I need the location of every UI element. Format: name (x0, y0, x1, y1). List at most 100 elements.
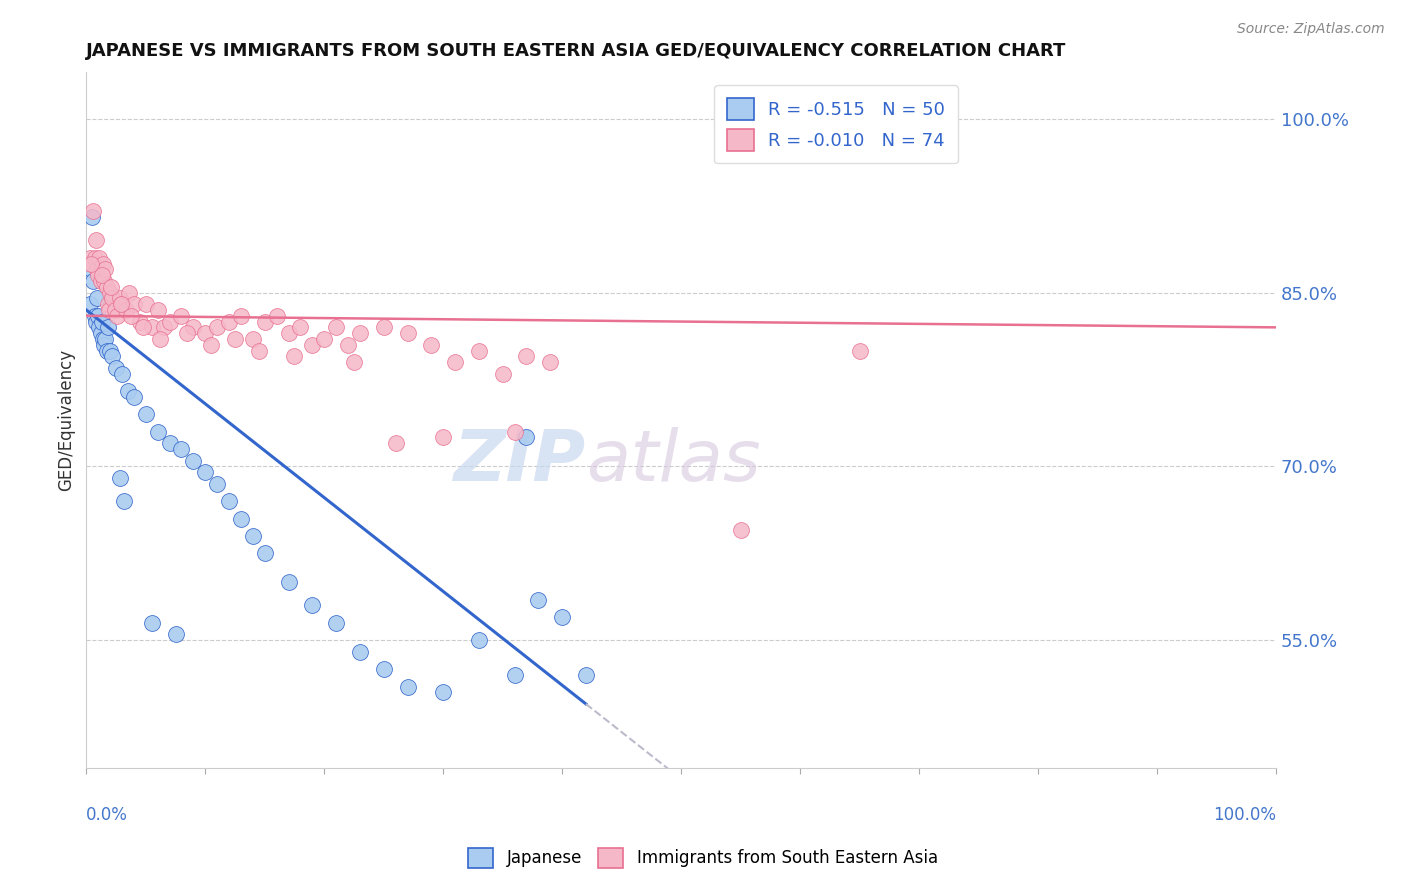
Point (200, 337, 222, 351)
Point (266, 309, 288, 323)
Point (165, 627, 187, 641)
Y-axis label: GED/Equivalency: GED/Equivalency (58, 349, 75, 491)
Point (432, 430, 454, 444)
Point (79, 251, 101, 265)
Point (183, 320, 205, 334)
Point (101, 349, 124, 363)
Text: 0.0%: 0.0% (86, 806, 128, 824)
Point (159, 436, 181, 450)
Point (301, 599, 323, 613)
Point (111, 297, 134, 311)
Point (384, 436, 406, 450)
Point (122, 297, 145, 311)
Point (149, 332, 172, 346)
Point (86, 292, 108, 306)
Text: Source: ZipAtlas.com: Source: ZipAtlas.com (1237, 22, 1385, 37)
Point (253, 546, 276, 560)
Point (93, 274, 115, 288)
Point (90, 315, 112, 329)
Point (105, 309, 128, 323)
Point (503, 668, 526, 682)
Point (94, 332, 117, 346)
Point (420, 337, 443, 351)
Point (229, 511, 252, 525)
Point (229, 309, 252, 323)
Point (515, 349, 537, 363)
Point (373, 320, 395, 334)
Point (97, 297, 120, 311)
Text: ZIP: ZIP (454, 427, 586, 496)
Point (551, 610, 574, 624)
Point (90, 326, 112, 340)
Point (146, 425, 169, 439)
Point (83, 309, 105, 323)
Point (83, 251, 105, 265)
Point (218, 494, 240, 508)
Text: atlas: atlas (586, 427, 761, 496)
Point (468, 633, 491, 648)
Point (373, 662, 395, 676)
Point (101, 292, 124, 306)
Point (84, 234, 107, 248)
Point (97, 320, 120, 334)
Point (96, 280, 118, 294)
Point (94, 262, 117, 277)
Point (87, 309, 110, 323)
Point (242, 332, 264, 346)
Point (82, 274, 104, 288)
Text: JAPANESE VS IMMIGRANTS FROM SOUTH EASTERN ASIA GED/EQUIVALENCY CORRELATION CHART: JAPANESE VS IMMIGRANTS FROM SOUTH EASTER… (86, 42, 1067, 60)
Point (283, 349, 305, 363)
Point (343, 355, 366, 369)
Point (79, 297, 101, 311)
Point (325, 615, 347, 630)
Point (301, 337, 323, 351)
Point (337, 337, 360, 351)
Point (218, 315, 240, 329)
Point (194, 326, 217, 340)
Point (205, 476, 228, 491)
Point (128, 315, 150, 329)
Point (224, 332, 246, 346)
Point (205, 320, 228, 334)
Point (527, 592, 550, 607)
Point (80, 262, 103, 277)
Point (108, 292, 131, 306)
Point (176, 326, 198, 340)
Point (110, 297, 132, 311)
Point (114, 303, 136, 318)
Point (170, 442, 193, 456)
Point (96, 343, 118, 358)
Point (141, 615, 163, 630)
Point (290, 320, 312, 334)
Point (277, 575, 299, 590)
Point (86, 262, 108, 277)
Point (118, 285, 141, 300)
Point (253, 315, 276, 329)
Point (135, 297, 157, 311)
Point (104, 303, 127, 318)
Point (97, 303, 120, 318)
Point (93, 337, 115, 351)
Point (98, 343, 121, 358)
Point (492, 367, 515, 381)
Point (135, 407, 157, 421)
Point (82, 211, 104, 225)
Point (183, 453, 205, 467)
Point (89, 251, 111, 265)
Point (105, 360, 128, 375)
Legend: R = -0.515   N = 50, R = -0.010   N = 74: R = -0.515 N = 50, R = -0.010 N = 74 (714, 85, 957, 163)
Point (277, 326, 299, 340)
Point (132, 320, 155, 334)
Point (90, 274, 112, 288)
Point (242, 529, 264, 543)
Point (87, 268, 110, 283)
Point (349, 326, 371, 340)
Point (152, 320, 174, 334)
Legend: Japanese, Immigrants from South Eastern Asia: Japanese, Immigrants from South Eastern … (461, 841, 945, 875)
Point (396, 680, 419, 694)
Point (146, 303, 169, 318)
Point (141, 320, 163, 334)
Point (111, 367, 134, 381)
Point (396, 326, 419, 340)
Point (730, 523, 752, 537)
